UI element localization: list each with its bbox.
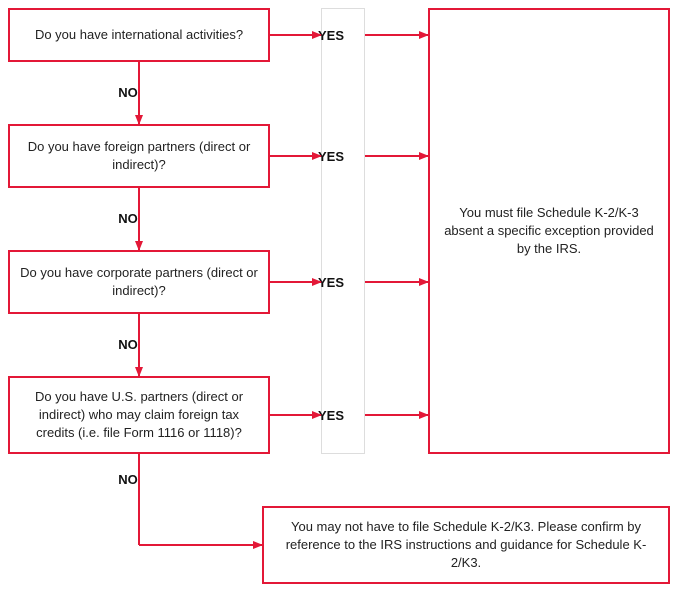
question-2-text: Do you have foreign partners (direct or … <box>20 138 258 174</box>
result-must-file-box: You must file Schedule K-2/K-3 absent a … <box>428 8 670 454</box>
no-label-4: NO <box>113 472 143 487</box>
question-1-box: Do you have international activities? <box>8 8 270 62</box>
yes-label-4: YES <box>316 408 346 423</box>
no-label-1: NO <box>113 85 143 100</box>
result-must-file-text: You must file Schedule K-2/K-3 absent a … <box>440 204 658 259</box>
yes-label-3: YES <box>316 275 346 290</box>
result-may-not-file-box: You may not have to file Schedule K-2/K3… <box>262 506 670 584</box>
yes-label-2: YES <box>316 149 346 164</box>
no-label-2: NO <box>113 211 143 226</box>
question-3-text: Do you have corporate partners (direct o… <box>20 264 258 300</box>
result-may-not-file-text: You may not have to file Schedule K-2/K3… <box>274 518 658 573</box>
question-3-box: Do you have corporate partners (direct o… <box>8 250 270 314</box>
yes-column-bar <box>321 8 365 454</box>
question-2-box: Do you have foreign partners (direct or … <box>8 124 270 188</box>
yes-label-1: YES <box>316 28 346 43</box>
question-4-text: Do you have U.S. partners (direct or ind… <box>20 388 258 443</box>
question-1-text: Do you have international activities? <box>35 26 243 44</box>
no-label-3: NO <box>113 337 143 352</box>
question-4-box: Do you have U.S. partners (direct or ind… <box>8 376 270 454</box>
